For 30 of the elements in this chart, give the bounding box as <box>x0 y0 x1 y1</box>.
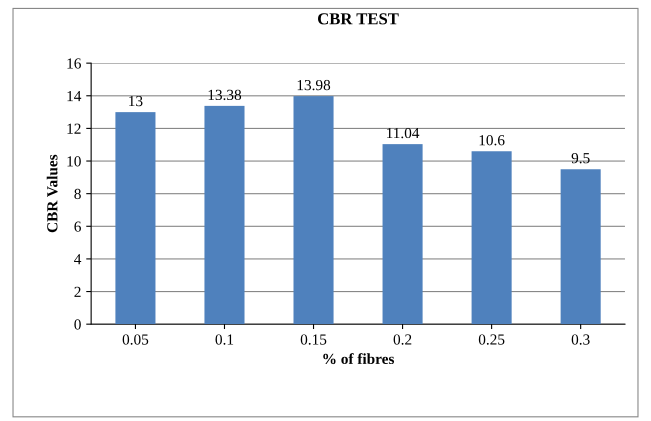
data-label: 13.98 <box>298 80 330 90</box>
bar <box>204 106 245 324</box>
x-tick-label: 0.25 <box>478 334 504 345</box>
y-tick-label: 8 <box>74 188 81 200</box>
bar <box>560 169 601 324</box>
y-tick-label: 6 <box>74 221 81 232</box>
y-tick-label: 4 <box>74 254 82 264</box>
bar <box>115 112 156 324</box>
x-tick-label: 0.15 <box>300 334 326 345</box>
data-label: 13.38 <box>208 90 242 100</box>
y-tick-label: 2 <box>74 286 81 297</box>
y-tick-label: 10 <box>67 156 81 166</box>
x-tick-label: 0.3 <box>572 334 590 345</box>
bar <box>382 144 423 324</box>
bar <box>472 151 512 324</box>
data-label: 11.04 <box>387 128 420 138</box>
bar <box>293 96 334 324</box>
data-label: 9.5 <box>572 153 590 164</box>
y-tick-label: 16 <box>67 58 81 69</box>
y-tick-label: 14 <box>67 90 82 102</box>
y-tick-label: 0 <box>74 319 81 330</box>
x-axis-title: % of fibres <box>323 353 394 364</box>
x-tick-label: 0.05 <box>122 334 148 345</box>
y-axis-title: CBR Values <box>46 154 58 232</box>
data-label: 10.6 <box>480 135 505 146</box>
chart-title: CBR TEST <box>318 13 399 24</box>
x-tick-label: 0.2 <box>394 334 412 345</box>
y-tick-label: 12 <box>67 124 81 134</box>
x-tick-label: 0.1 <box>216 334 234 345</box>
data-label: 13 <box>129 96 142 106</box>
